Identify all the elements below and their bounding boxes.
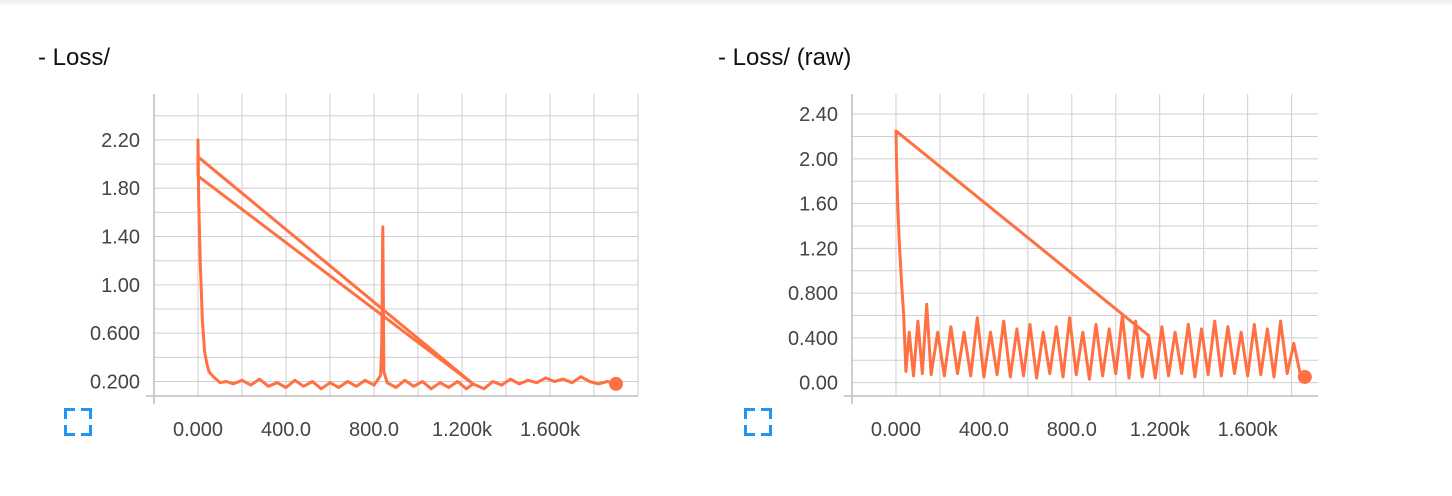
y-tick-label: 1.60	[799, 194, 838, 216]
x-tick-label: 1.600k	[520, 419, 581, 441]
loss-chart: 0.200 0.600 1.00 1.40 1.80 2.20 0.000 400.0 800.…	[90, 94, 639, 441]
x-tick-label: 1.200k	[1130, 419, 1191, 441]
x-tick-label: 800.0	[1047, 419, 1097, 441]
chart-card-loss: - Loss/ 0.200 0.600 1.00 1.40 1.80 2.20 0.000 4…	[38, 0, 738, 496]
y-tick-label: 0.800	[788, 283, 838, 305]
top-divider	[0, 0, 1452, 6]
y-tick-label: 1.20	[799, 238, 838, 260]
series-end-point	[1297, 369, 1312, 384]
x-tick-label: 400.0	[959, 419, 1009, 441]
series-end-point	[609, 376, 623, 391]
y-tick-label: 1.00	[101, 275, 140, 297]
y-tick-label: 0.00	[799, 373, 838, 395]
loss-raw-chart: 0.00 0.400 0.800 1.20 1.60 2.00 2.40 0.000 400.0…	[788, 94, 1318, 441]
y-tick-label: 2.40	[799, 104, 838, 126]
x-tick-label: 400.0	[261, 419, 311, 441]
y-tick-label: 0.600	[90, 323, 140, 345]
y-tick-label: 1.40	[101, 227, 140, 249]
chart-title: - Loss/	[38, 44, 111, 71]
series-line	[196, 138, 617, 391]
y-tick-label: 1.80	[101, 178, 140, 200]
x-tick-label: 0.000	[173, 419, 223, 441]
y-tick-label: 2.00	[799, 149, 838, 171]
expand-icon[interactable]	[64, 408, 92, 436]
y-tick-label: 2.20	[101, 130, 140, 152]
chart-title: - Loss/ (raw)	[718, 44, 852, 71]
chart-card-loss-raw: - Loss/ (raw) 0.00 0.400 0.800 1.20 1.60 2.00…	[718, 0, 1418, 496]
y-tick-label: 0.200	[90, 372, 140, 394]
x-tick-label: 800.0	[349, 419, 399, 441]
expand-icon[interactable]	[744, 408, 772, 436]
x-tick-label: 1.200k	[432, 419, 493, 441]
series-line	[894, 129, 1306, 381]
y-tick-label: 0.400	[788, 328, 838, 350]
x-tick-label: 1.600k	[1218, 419, 1279, 441]
x-tick-label: 0.000	[871, 419, 921, 441]
